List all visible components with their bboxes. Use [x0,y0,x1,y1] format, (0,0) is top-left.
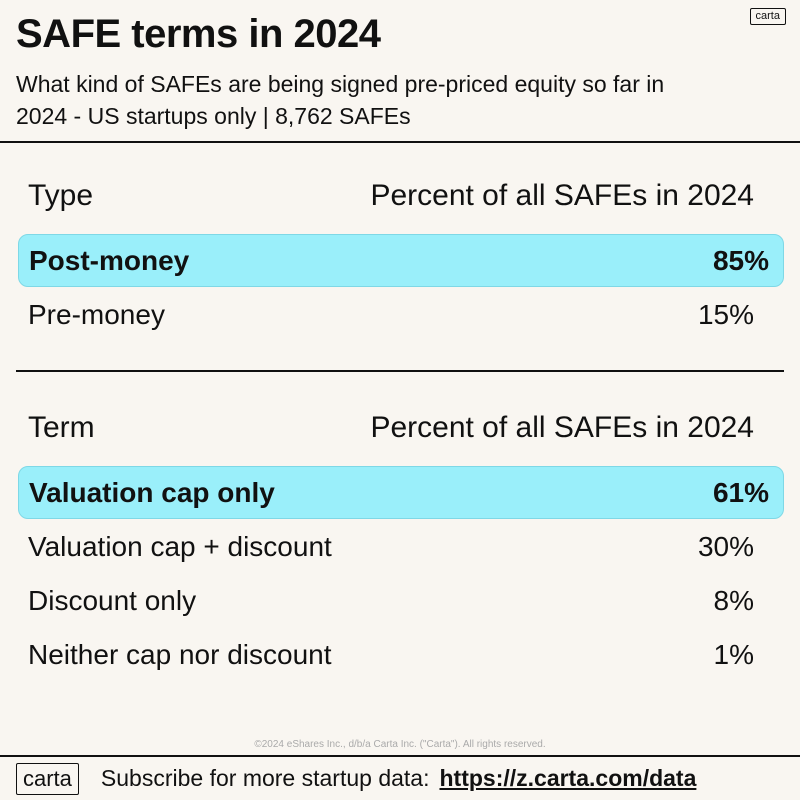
row-label: Discount only [28,585,197,616]
row-label: Neither cap nor discount [28,639,332,670]
footer: carta Subscribe for more startup data: h… [0,757,800,800]
section-divider [16,370,784,372]
type-percent-column-header: Percent of all SAFEs in 2024 [370,179,754,212]
row-label: Post-money [29,244,190,276]
type-row-pre-money: Pre-money 15% [18,289,768,341]
term-row-discount-only: Discount only 8% [18,575,768,627]
subscribe-link[interactable]: https://z.carta.com/data [439,765,697,791]
type-row-post-money: Post-money 85% [18,234,784,287]
type-table: Type Percent of all SAFEs in 2024 Post-m… [18,176,784,341]
subscribe-text: Subscribe for more startup data: [100,765,430,791]
row-value: 61% [712,476,769,508]
row-value: 85% [712,244,769,276]
term-table: Term Percent of all SAFEs in 2024 Valuat… [18,408,784,681]
term-percent-column-header: Percent of all SAFEs in 2024 [370,411,754,444]
row-value: 8% [713,585,754,616]
header-divider [0,141,800,143]
type-table-header: Type Percent of all SAFEs in 2024 [18,176,768,216]
term-column-header: Term [28,411,95,444]
row-value: 15% [697,299,754,330]
row-value: 30% [697,531,754,562]
term-row-valuation-cap-only: Valuation cap only 61% [18,466,784,519]
footer-divider [0,755,800,757]
row-label: Pre-money [28,299,165,330]
row-label: Valuation cap only [29,476,275,508]
term-table-header: Term Percent of all SAFEs in 2024 [18,408,768,448]
term-row-neither: Neither cap nor discount 1% [18,629,768,681]
row-label: Valuation cap + discount [28,531,332,562]
type-column-header: Type [28,179,94,212]
copyright-notice: ©2024 eShares Inc., d/b/a Carta Inc. ("C… [254,739,546,750]
term-row-cap-plus-discount: Valuation cap + discount 30% [18,521,768,573]
carta-logo-badge: carta [749,8,786,25]
carta-logo: carta [16,762,79,795]
page-subtitle: What kind of SAFEs are being signed pre-… [16,71,665,129]
page-title: SAFE terms in 2024 [16,12,381,56]
row-value: 1% [713,639,754,670]
